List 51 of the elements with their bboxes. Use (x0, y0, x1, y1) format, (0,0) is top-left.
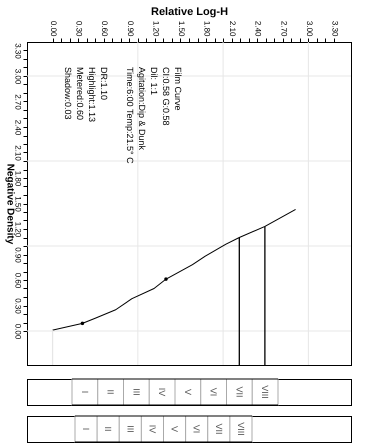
y-tick-label: 2.70 (14, 94, 22, 110)
x-tick-label: 1.50 (176, 20, 186, 38)
category-label: VIII (260, 385, 270, 399)
y-tick-label: 0.30 (14, 298, 22, 314)
x-tick-label: 1.20 (151, 20, 160, 38)
category-label: VI (192, 424, 202, 434)
category-label: V (170, 426, 180, 432)
x-tick-label: 1.80 (202, 20, 212, 38)
annotation: Shadow:0.03 (63, 67, 73, 120)
y-tick-label: 1.50 (14, 196, 22, 212)
x-tick-label: 0.00 (49, 20, 58, 38)
category-label: VII (234, 386, 244, 398)
category-label: IV (157, 388, 168, 396)
x-tick-label: 0.60 (100, 20, 110, 38)
category-label: II (103, 426, 114, 432)
annotation: CI:0.58 G:0.58 (161, 67, 171, 126)
annotation: Film Curve (173, 67, 183, 111)
x-tick-label: 3.30 (330, 20, 340, 38)
y-tick-label: 0.60 (14, 272, 22, 289)
category-label: VIII (236, 422, 246, 436)
category-label: IV (147, 424, 158, 434)
annotation: Highlight:1.13 (87, 67, 97, 122)
annotation: DR:1.10 (99, 67, 109, 100)
category-label: III (131, 388, 142, 396)
x-tick-label: 2.70 (279, 20, 288, 38)
y-tick-label: 0.90 (14, 247, 22, 264)
y-tick-label: 0.00 (14, 324, 22, 340)
annotation: Metered:0.60 (75, 67, 85, 120)
annotation: Agitation:Dip & Dunk (137, 67, 147, 151)
category-label: V (182, 388, 193, 396)
y-tick-label: 1.80 (14, 170, 22, 187)
y-tick-label: 2.40 (14, 120, 22, 136)
x-tick-label: 0.30 (74, 20, 84, 38)
x-tick-label: 3.00 (304, 20, 314, 38)
annotation: Time:6:00 Temp:21.5° C (125, 67, 135, 164)
x-tick-label: 0.90 (126, 20, 135, 38)
category-label: II (106, 389, 116, 395)
y-tick-label: 3.00 (14, 68, 22, 85)
x-tick-label: 2.10 (228, 20, 238, 38)
y-tick-label: 3.30 (14, 43, 22, 60)
category-label: VI (208, 388, 219, 396)
category-label: I (80, 390, 90, 394)
annotation: Dil: 1:1 (149, 67, 159, 96)
category-label: III (125, 425, 136, 433)
category-label: I (81, 428, 92, 430)
x-tick-label: 2.40 (254, 20, 263, 38)
y-tick-label: 1.20 (14, 222, 22, 238)
y-axis-title: Negative Density (4, 164, 16, 245)
y-tick-label: 2.10 (14, 145, 22, 162)
x-axis-title: Relative Log-H (150, 6, 228, 18)
category-label: VII (214, 423, 224, 435)
